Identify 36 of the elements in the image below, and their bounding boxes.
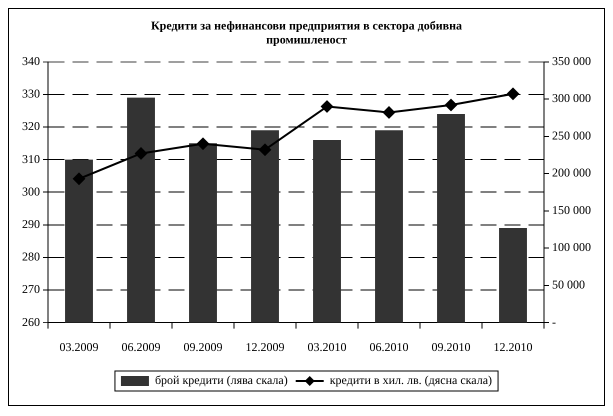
- point: [383, 106, 395, 118]
- y-tick-label: 300: [22, 184, 40, 198]
- y-tick-label: 340: [22, 54, 40, 68]
- point: [197, 138, 209, 150]
- y-tick-label: 310: [22, 152, 40, 166]
- y-tick-label: 280: [22, 250, 40, 264]
- y2-tick-label: 350 000: [552, 54, 591, 68]
- point: [507, 88, 519, 100]
- chart-title: Кредити за нефинансови предприятия в сектора добивна промишленост: [150, 18, 462, 47]
- x-tick-label: 09.2009: [184, 340, 222, 354]
- y-tick-label: 330: [22, 86, 40, 101]
- y-tick-label: 270: [22, 282, 40, 296]
- x-tick-label: 03.2009: [60, 340, 98, 354]
- y-tick-label: 260: [22, 314, 40, 329]
- point: [321, 100, 333, 113]
- x-tick-label: 06.2010: [370, 340, 408, 354]
- x-tick-label: 09.2010: [432, 340, 470, 354]
- y2-tick-label: 100 000: [552, 240, 591, 254]
- y2-tick-label: -: [552, 314, 556, 329]
- x-tick-label: 06.2009: [122, 340, 160, 354]
- y2-tick-label: 200 000: [552, 166, 591, 180]
- point: [135, 147, 147, 160]
- y2-tick-label: 300 000: [552, 91, 591, 106]
- point: [73, 172, 85, 185]
- x-tick-label: 12.2009: [246, 340, 284, 354]
- point: [259, 144, 271, 156]
- legend-label: брой кредити (лява скала): [154, 373, 288, 388]
- point: [445, 99, 457, 112]
- legend-label: кредити в хил. лв. (дясна скала): [330, 373, 492, 388]
- y2-tick-label: 250 000: [552, 128, 591, 142]
- y-tick-label: 320: [22, 119, 40, 134]
- y-tick-label: 290: [22, 216, 40, 231]
- x-tick-label: 12.2010: [494, 340, 532, 354]
- y2-tick-label: 150 000: [552, 202, 591, 217]
- y2-tick-label: 50 000: [552, 278, 585, 292]
- x-tick-label: 03.2010: [308, 340, 346, 354]
